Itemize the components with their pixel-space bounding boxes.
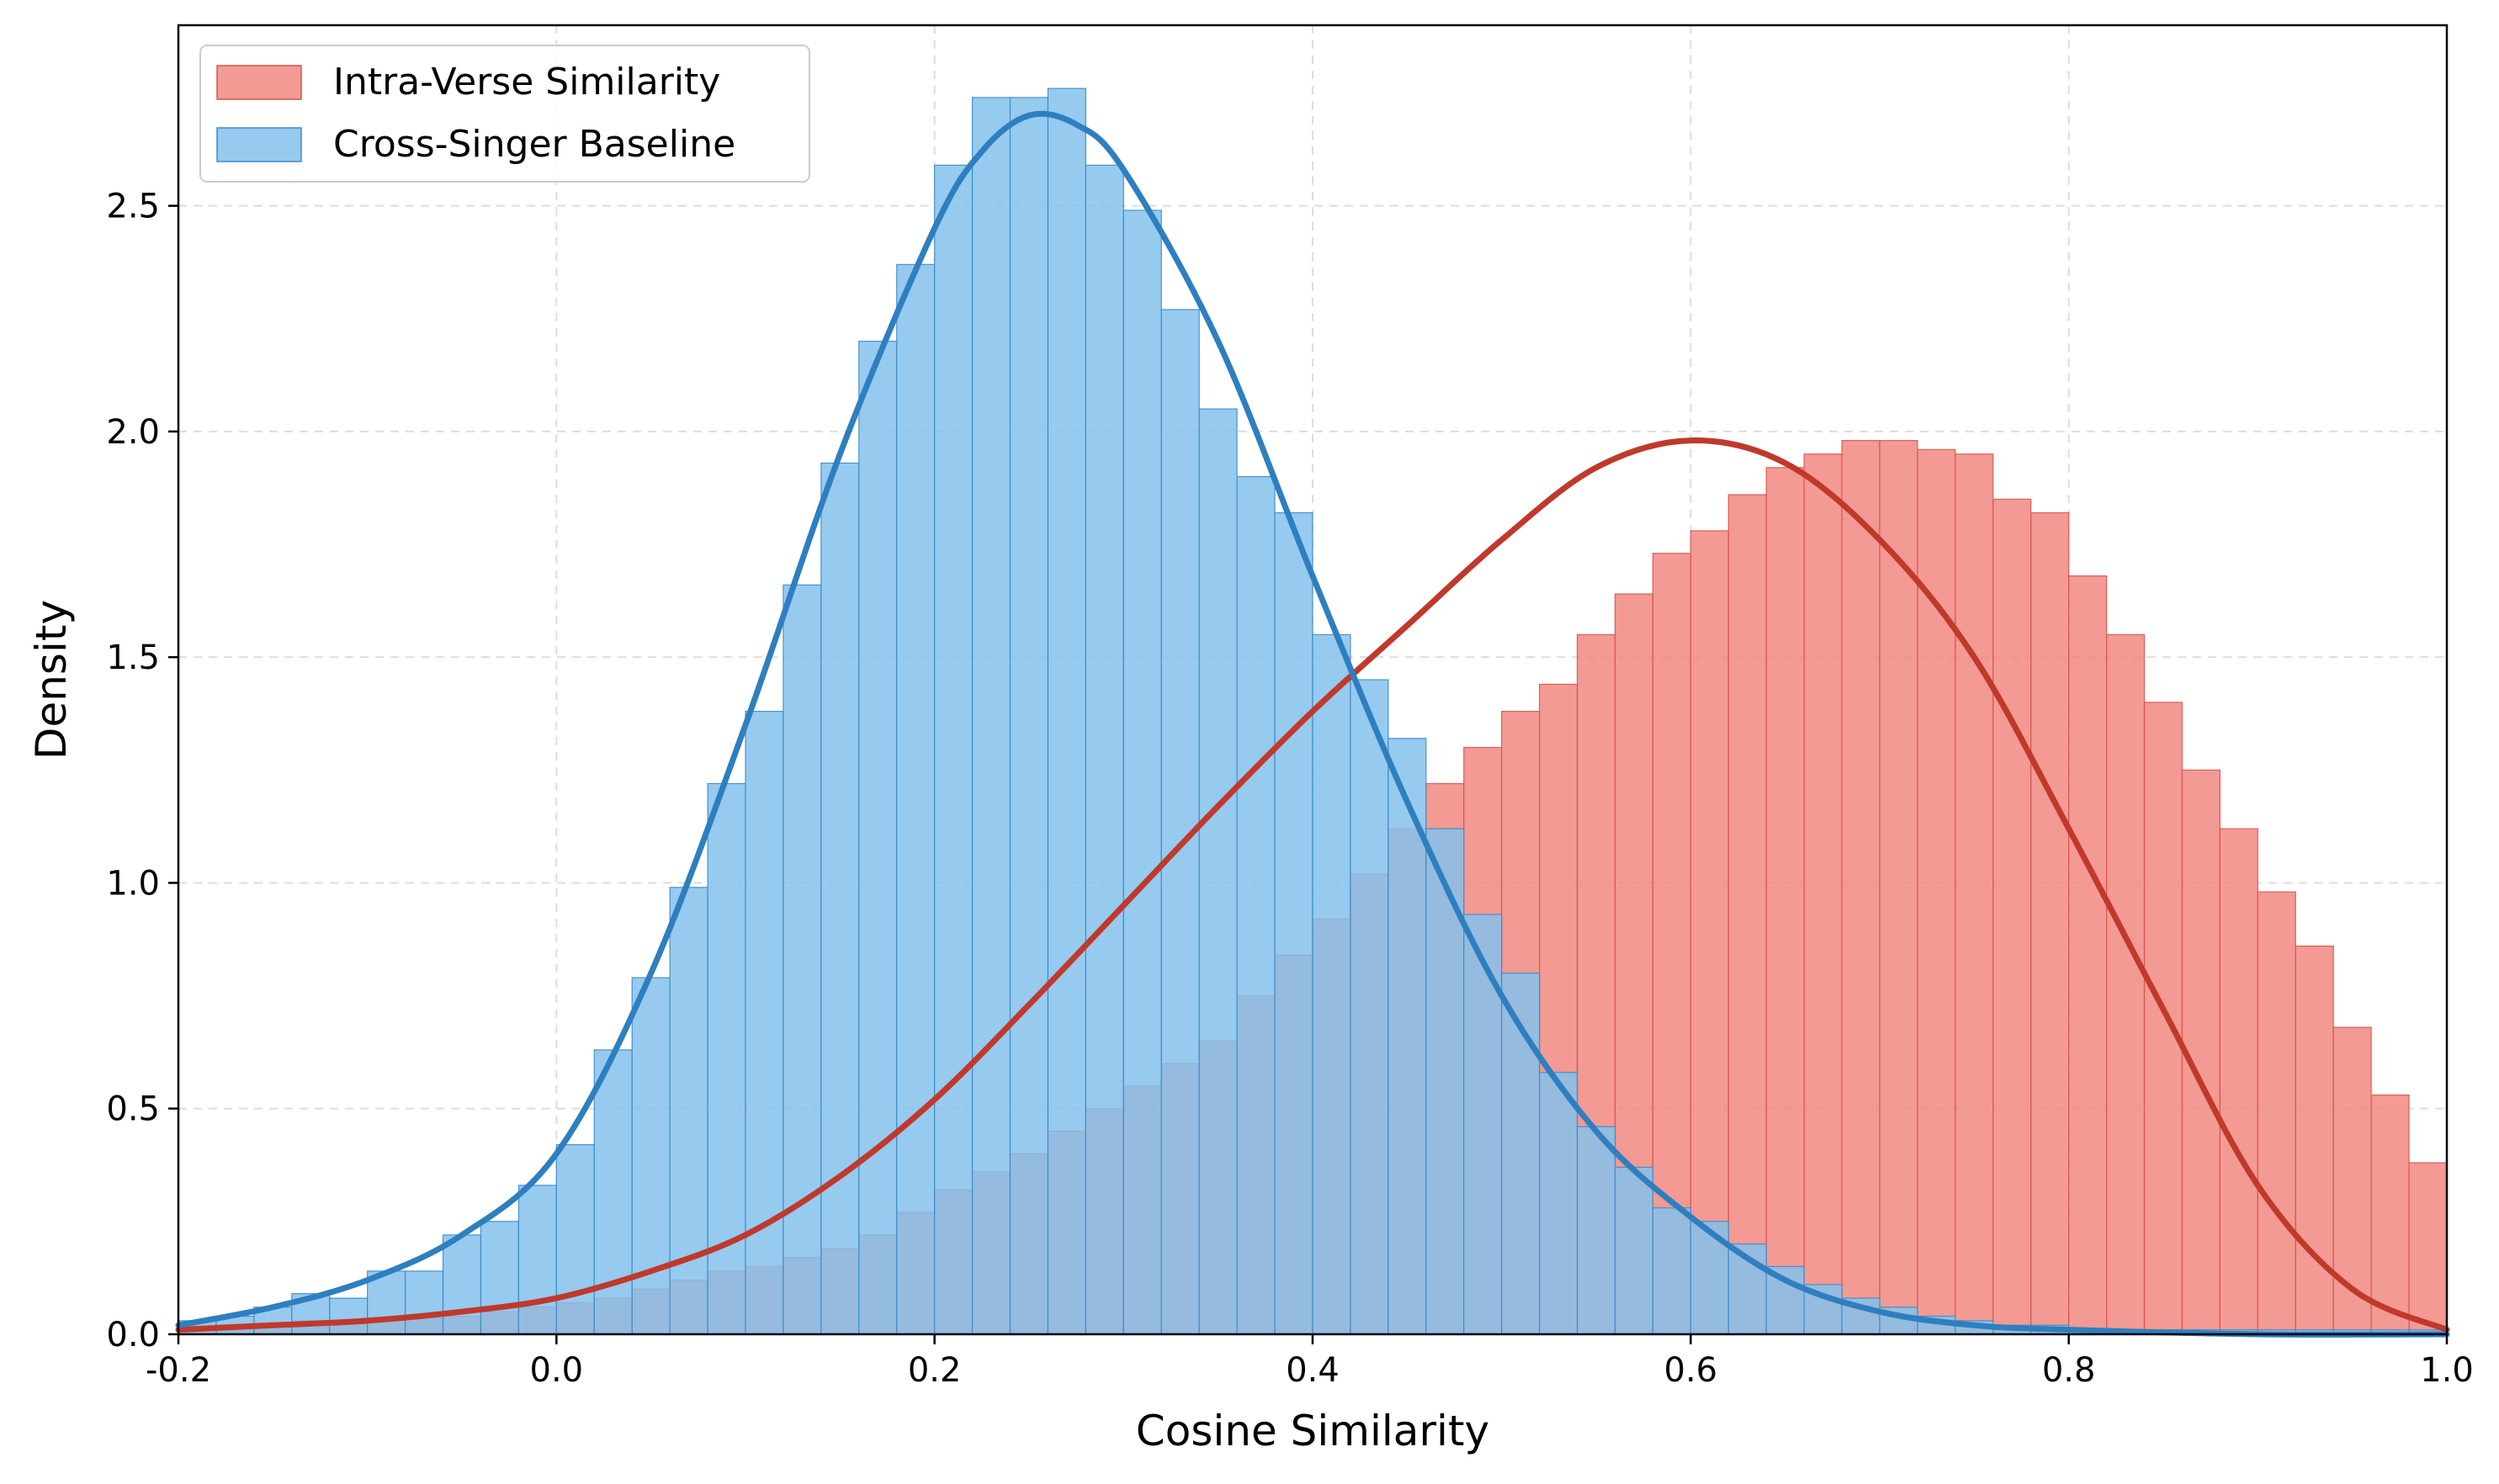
cross-singer-bar xyxy=(1463,914,1503,1335)
intra-verse-bar xyxy=(2106,633,2146,1335)
cross-singer-bar xyxy=(934,164,974,1335)
intra-verse-bar xyxy=(1917,448,1956,1335)
legend-label-cross-singer: Cross-Singer Baseline xyxy=(333,123,735,166)
cross-singer-bar xyxy=(896,263,936,1335)
cross-singer-bar xyxy=(480,1221,520,1335)
intra-verse-kde-line xyxy=(175,437,2450,1333)
cross-singer-bar xyxy=(1047,87,1087,1335)
intra-verse-bar xyxy=(2030,511,2070,1335)
cross-singer-bar xyxy=(442,1234,482,1335)
cross-singer-bar xyxy=(1387,738,1427,1335)
cross-singer-bar xyxy=(1501,973,1541,1335)
intra-verse-bar xyxy=(2370,1094,2410,1335)
y-axis-label: Density xyxy=(27,600,76,760)
y-tick-label: 2.0 xyxy=(106,413,160,452)
cross-singer-bar xyxy=(1652,1207,1691,1335)
cross-singer-bar xyxy=(1122,209,1162,1335)
intra-verse-bar xyxy=(1955,453,1994,1335)
intra-verse-bar xyxy=(2068,575,2108,1335)
cross-singer-bar xyxy=(1765,1265,1805,1335)
cross-singer-bar xyxy=(329,1297,369,1335)
cross-singer-bar xyxy=(1425,828,1465,1335)
x-tick-label: 0.2 xyxy=(908,1351,962,1390)
x-tick-label: 0.8 xyxy=(2042,1351,2096,1390)
intra-verse-bar xyxy=(2408,1162,2448,1335)
intra-verse-bar xyxy=(1690,530,1729,1335)
cross-singer-bar xyxy=(1274,511,1313,1335)
cross-singer-bar xyxy=(745,710,784,1335)
y-axis-ticks: 0.0 0.5 1.0 1.5 2.0 2.5 xyxy=(106,188,178,1354)
legend-label-intra-verse: Intra-Verse Similarity xyxy=(333,61,720,103)
cross-singer-bar xyxy=(367,1270,406,1335)
cross-singer-bar xyxy=(1538,1072,1578,1335)
cross-singer-bar xyxy=(555,1144,595,1335)
intra-verse-bar xyxy=(2219,828,2258,1335)
cross-singer-bar xyxy=(405,1270,444,1335)
cross-singer-bar xyxy=(517,1185,557,1335)
intra-verse-bar xyxy=(1727,494,1767,1335)
x-tick-label: 0.6 xyxy=(1664,1351,1718,1390)
cross-singer-bar xyxy=(783,584,822,1335)
kde-curves xyxy=(175,110,2450,1338)
y-tick-label: 1.5 xyxy=(106,639,160,677)
cross-singer-bar xyxy=(1576,1126,1616,1335)
intra-verse-bar xyxy=(2295,945,2334,1335)
cross-singer-bar xyxy=(593,1049,633,1335)
cross-singer-bar xyxy=(1312,633,1351,1335)
cross-singer-bar xyxy=(1085,164,1124,1335)
x-axis-label: Cosine Similarity xyxy=(1136,1407,1489,1455)
x-axis-ticks: -0.2 0.0 0.2 0.4 0.6 0.8 1.0 xyxy=(146,1334,2474,1390)
intra-verse-bar xyxy=(1879,440,1918,1335)
cross-singer-kde-line xyxy=(175,110,2450,1338)
cross-singer-bar xyxy=(858,340,898,1335)
legend-box xyxy=(199,45,810,183)
cross-singer-bar xyxy=(1350,679,1389,1335)
y-tick-label: 0.0 xyxy=(106,1316,160,1354)
intra-verse-bar xyxy=(2257,891,2296,1335)
intra-verse-bar xyxy=(1803,453,1843,1335)
intra-verse-bar xyxy=(1992,498,2032,1335)
x-tick-label: 0.4 xyxy=(1286,1351,1340,1390)
legend-swatch-cross-singer xyxy=(216,127,302,162)
x-tick-label: 0.0 xyxy=(530,1351,584,1390)
intra-verse-bar xyxy=(1765,467,1805,1335)
cross-singer-bar xyxy=(1236,475,1276,1335)
legend: Intra-Verse Similarity Cross-Singer Base… xyxy=(199,45,810,183)
intra-verse-bar xyxy=(2332,1026,2372,1335)
x-tick-label: -0.2 xyxy=(146,1351,211,1390)
cross-singer-bar xyxy=(669,887,708,1335)
cross-singer-bar xyxy=(631,977,671,1335)
y-tick-label: 1.0 xyxy=(106,864,160,903)
x-tick-label: 1.0 xyxy=(2420,1351,2474,1390)
cross-singer-bar xyxy=(1198,408,1238,1335)
legend-swatch-intra-verse xyxy=(216,65,302,100)
y-tick-label: 2.5 xyxy=(106,188,160,226)
intra-verse-bar xyxy=(1841,440,1881,1335)
cross-singer-bar xyxy=(1009,97,1049,1335)
cross-singer-bar xyxy=(971,97,1011,1335)
intra-verse-bar xyxy=(2143,702,2183,1335)
cross-singer-bar xyxy=(820,462,860,1335)
cross-singer-bar xyxy=(1614,1166,1654,1335)
cross-singer-bar xyxy=(1160,309,1200,1335)
y-tick-label: 0.5 xyxy=(106,1090,160,1129)
